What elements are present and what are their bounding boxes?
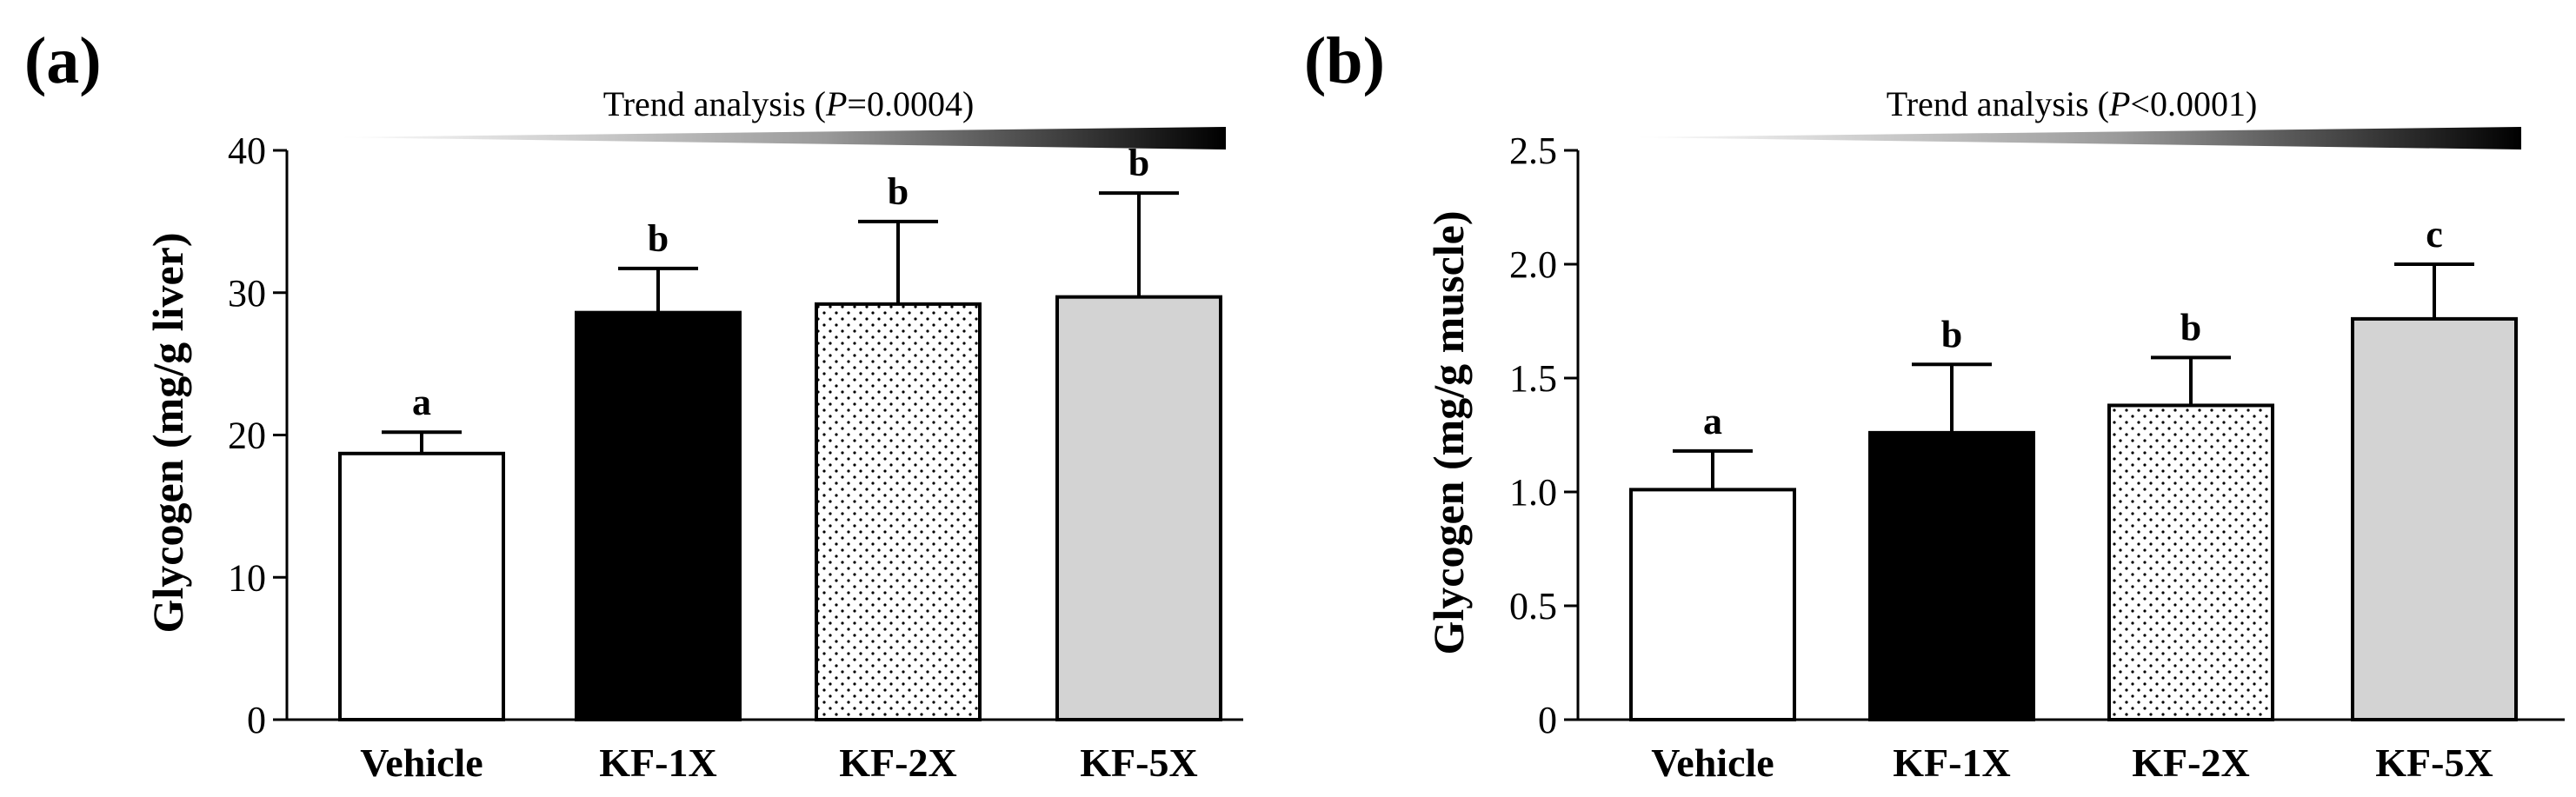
significance-letter: c bbox=[2426, 213, 2443, 256]
y-tick-label: 20 bbox=[228, 415, 266, 457]
bar bbox=[2107, 403, 2274, 721]
x-tick-label: KF-1X bbox=[1893, 741, 2010, 785]
y-tick-label: 30 bbox=[228, 272, 266, 315]
significance-letter: b bbox=[2180, 306, 2201, 349]
x-tick-label: KF-2X bbox=[839, 741, 956, 785]
y-tick-label: 2.0 bbox=[1509, 243, 1557, 286]
significance-letter: b bbox=[888, 170, 909, 213]
bar bbox=[1629, 488, 1796, 721]
panel-label: (a) bbox=[24, 24, 102, 97]
x-tick-label: KF-2X bbox=[2132, 741, 2249, 785]
trend-label: Trend analysis (P<0.0001) bbox=[1887, 84, 2258, 123]
y-tick-label: 0 bbox=[1538, 699, 1557, 741]
y-tick-label: 1.0 bbox=[1509, 471, 1557, 514]
x-tick-label: KF-5X bbox=[1080, 741, 1197, 785]
y-tick-label: 40 bbox=[228, 130, 266, 172]
panel-a: (a) Glycogen (mg/g liver) Trend analysis… bbox=[24, 24, 1243, 785]
trend-wedge bbox=[335, 127, 1226, 149]
trend-wedge bbox=[1630, 127, 2521, 149]
bar bbox=[1868, 430, 2035, 721]
panel-label: (b) bbox=[1304, 24, 1385, 97]
significance-letter: b bbox=[648, 217, 669, 260]
significance-letter: a bbox=[412, 381, 431, 423]
bar bbox=[2351, 316, 2518, 721]
y-tick-label: 2.5 bbox=[1509, 130, 1557, 172]
bar bbox=[815, 302, 982, 721]
bar bbox=[575, 310, 742, 721]
y-tick-label: 0 bbox=[247, 699, 266, 741]
y-axis-title: Glycogen (mg/g muscle) bbox=[1424, 210, 1473, 654]
x-tick-label: Vehicle bbox=[1651, 741, 1774, 785]
significance-letter: a bbox=[1703, 400, 1722, 442]
bar bbox=[338, 451, 505, 721]
y-tick-label: 0.5 bbox=[1509, 585, 1557, 628]
bar bbox=[1055, 295, 1222, 721]
x-tick-label: KF-5X bbox=[2375, 741, 2493, 785]
trend-label: Trend analysis (P=0.0004) bbox=[603, 84, 975, 123]
y-tick-label: 1.5 bbox=[1509, 357, 1557, 400]
x-tick-label: KF-1X bbox=[599, 741, 716, 785]
significance-letter: b bbox=[1128, 142, 1149, 184]
x-tick-label: Vehicle bbox=[360, 741, 483, 785]
y-tick-label: 10 bbox=[228, 556, 266, 599]
panel-b: (b) Glycogen (mg/g muscle) Trend analysi… bbox=[1304, 24, 2565, 785]
y-axis-title: Glycogen (mg/g liver) bbox=[143, 233, 192, 634]
significance-letter: b bbox=[1941, 313, 1962, 355]
